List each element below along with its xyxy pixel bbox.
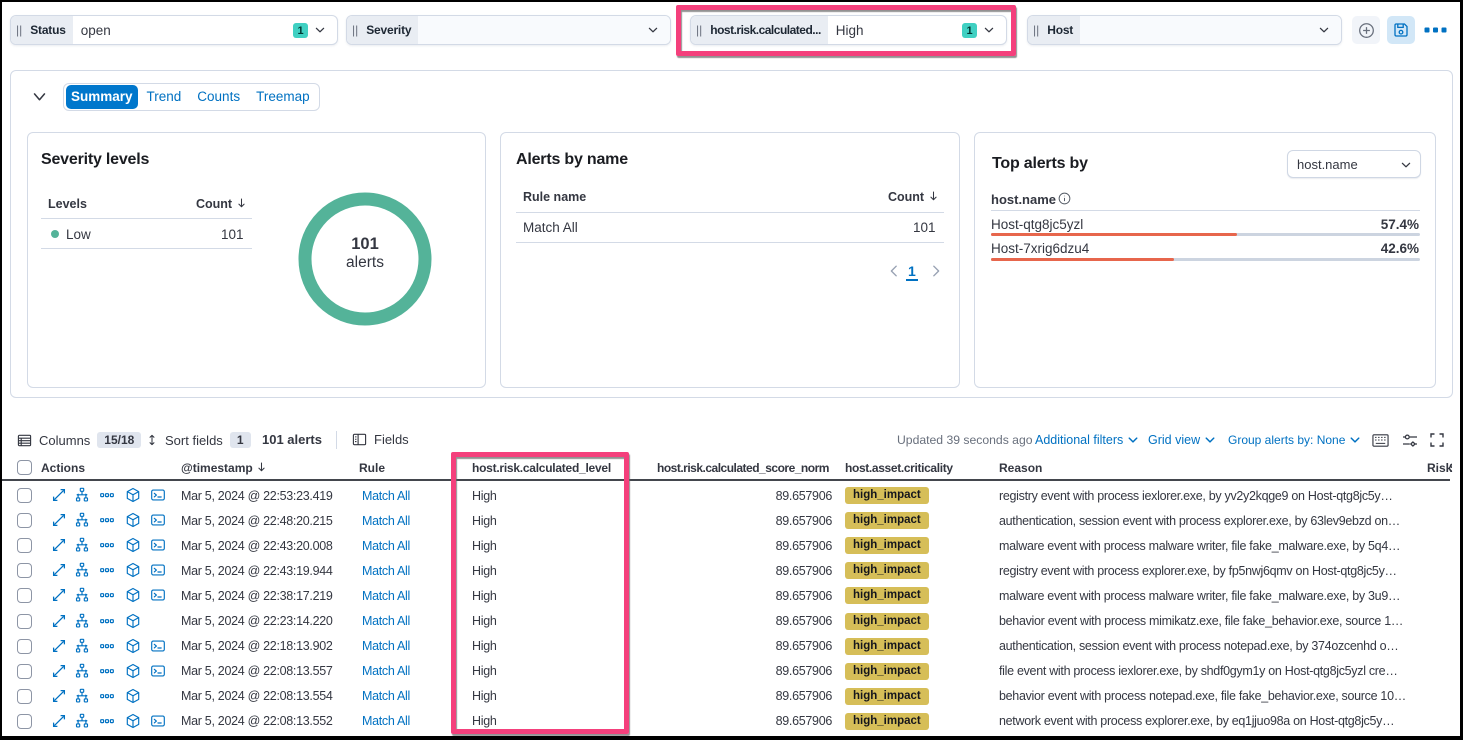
svg-text:101: 101 bbox=[351, 235, 379, 253]
svg-text:alerts: alerts bbox=[346, 254, 384, 271]
